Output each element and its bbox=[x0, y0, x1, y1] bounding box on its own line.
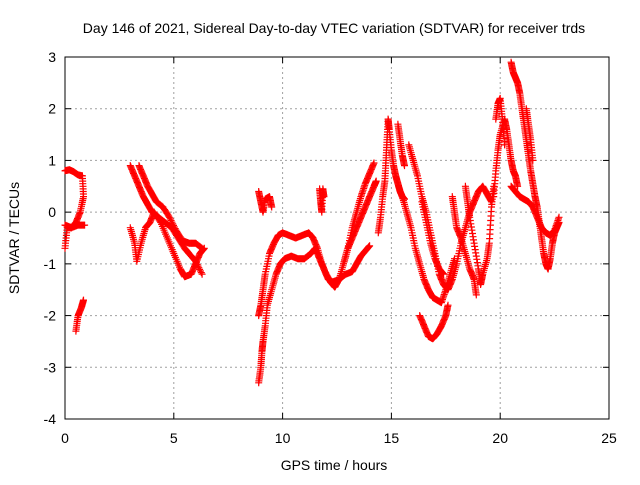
x-tick-label: 5 bbox=[170, 430, 178, 446]
x-tick-label: 20 bbox=[492, 430, 508, 446]
x-tick-label: 10 bbox=[275, 430, 291, 446]
data-point-marker bbox=[197, 243, 204, 251]
y-tick-label: -2 bbox=[44, 308, 57, 324]
data-point-marker bbox=[553, 218, 561, 226]
y-tick-label: 3 bbox=[48, 49, 56, 65]
data-point-marker bbox=[198, 244, 206, 252]
data-point-marker bbox=[168, 218, 176, 226]
data-point-marker bbox=[166, 215, 174, 223]
y-tick-label: -1 bbox=[44, 256, 57, 272]
y-tick-label: 2 bbox=[48, 101, 56, 117]
y-tick-label: 0 bbox=[48, 204, 56, 220]
y-tick-label: -4 bbox=[44, 411, 57, 427]
x-tick-label: 0 bbox=[61, 430, 69, 446]
data-point-marker bbox=[167, 217, 175, 224]
grid-layer bbox=[65, 57, 609, 419]
data-point-marker bbox=[555, 213, 563, 221]
data-point-marker bbox=[370, 159, 378, 167]
data-point-marker bbox=[169, 220, 177, 228]
data-point-marker bbox=[198, 270, 206, 278]
data-point-marker bbox=[444, 301, 452, 309]
tick-layer: 0 5 10 15 20 25 -4 -3 -2 -1 0 1 2 3 bbox=[44, 49, 617, 446]
data-point-marker bbox=[196, 265, 204, 273]
data-point-marker bbox=[81, 221, 89, 229]
data-point-marker bbox=[80, 296, 87, 304]
x-tick-label: 25 bbox=[601, 430, 617, 446]
data-point-marker bbox=[156, 217, 164, 225]
data-point-marker bbox=[401, 162, 408, 170]
data-point-marker bbox=[551, 225, 559, 233]
data-point-marker bbox=[61, 244, 69, 252]
data-point-marker bbox=[472, 291, 480, 299]
data-point-marker bbox=[165, 213, 173, 221]
data-point-marker bbox=[170, 223, 178, 231]
data-point-marker bbox=[440, 270, 448, 278]
data-point-marker bbox=[268, 203, 276, 211]
data-point-marker bbox=[501, 141, 509, 149]
x-axis-label: GPS time / hours bbox=[281, 457, 388, 473]
data-point-marker bbox=[320, 193, 328, 201]
points-layer bbox=[61, 58, 563, 387]
data-point-marker bbox=[197, 269, 205, 277]
data-point-marker bbox=[170, 221, 177, 229]
chart-title: Day 146 of 2021, Sidereal Day-to-day VTE… bbox=[83, 20, 585, 36]
y-tick-label: 1 bbox=[48, 152, 56, 168]
data-point-marker bbox=[372, 177, 380, 185]
data-point-marker bbox=[366, 242, 374, 250]
y-axis-label: SDTVAR / TECUs bbox=[6, 182, 22, 294]
data-point-marker bbox=[529, 156, 537, 164]
x-tick-label: 15 bbox=[384, 430, 400, 446]
data-point-marker bbox=[197, 267, 204, 275]
data-point-marker bbox=[514, 182, 522, 190]
y-tick-label: -3 bbox=[44, 359, 57, 375]
